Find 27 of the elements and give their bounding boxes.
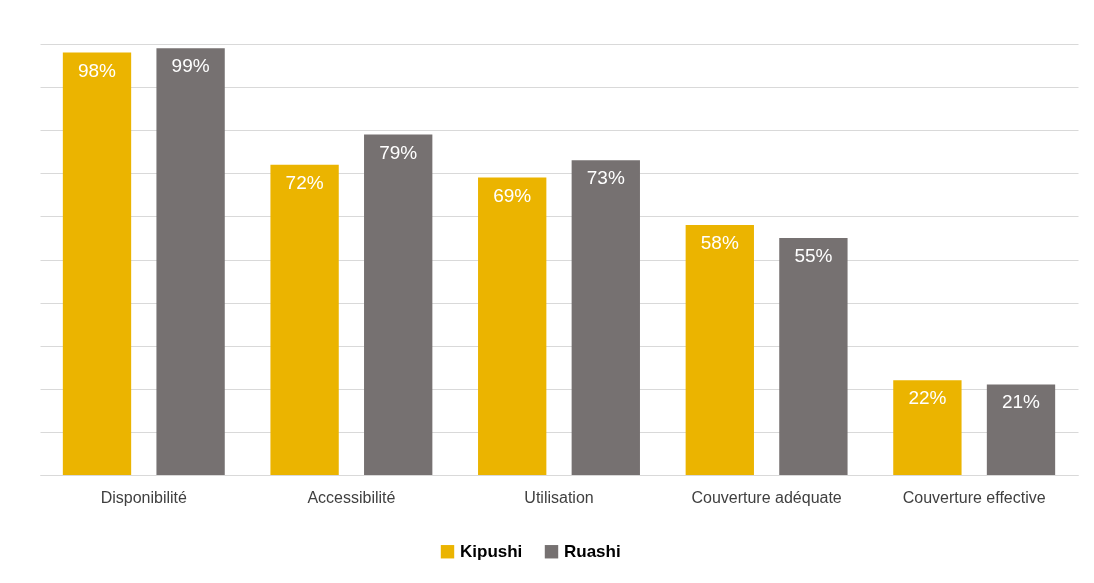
bar bbox=[156, 48, 225, 475]
data-label: 69% bbox=[493, 184, 532, 206]
bar bbox=[571, 160, 640, 475]
x-tick-label: Couverture effective bbox=[902, 488, 1046, 506]
x-tick-label: Utilisation bbox=[524, 488, 594, 506]
x-tick-label: Couverture adéquate bbox=[691, 488, 842, 506]
data-label: 73% bbox=[586, 167, 625, 189]
data-label: 79% bbox=[379, 141, 418, 163]
bar bbox=[779, 237, 848, 475]
data-label: 55% bbox=[794, 244, 833, 266]
bar bbox=[364, 134, 433, 475]
data-label: 22% bbox=[908, 387, 947, 409]
data-label: 99% bbox=[171, 55, 210, 77]
bar bbox=[270, 164, 339, 475]
data-label: 98% bbox=[77, 59, 117, 81]
bar bbox=[62, 52, 132, 475]
bar bbox=[478, 177, 547, 475]
bar bbox=[986, 384, 1056, 475]
bar bbox=[893, 380, 962, 475]
bar bbox=[685, 225, 754, 475]
data-label: 21% bbox=[1001, 391, 1041, 413]
x-tick-label: Accessibilité bbox=[307, 488, 396, 506]
legend-label: Ruashi bbox=[564, 541, 621, 561]
data-label: 58% bbox=[700, 232, 739, 254]
x-tick-label: Disponibilité bbox=[100, 488, 188, 506]
legend-label: Kipushi bbox=[460, 541, 523, 561]
data-label: 72% bbox=[285, 171, 324, 193]
